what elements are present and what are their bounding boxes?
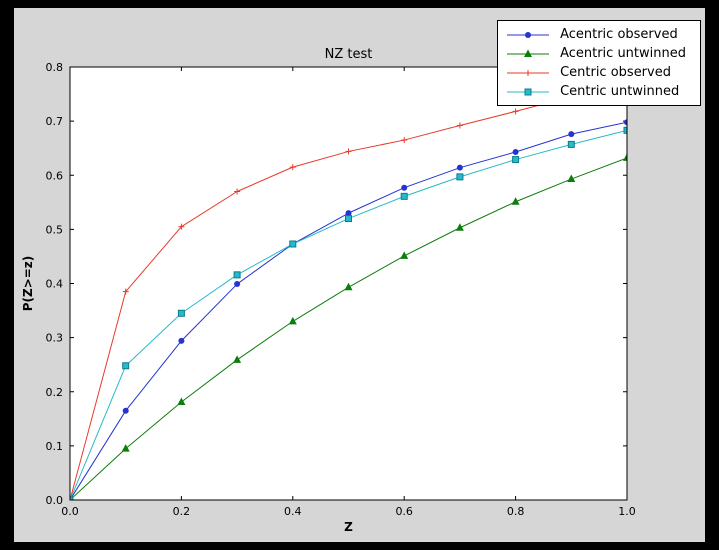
y-tick-label: 0.2 <box>46 386 64 399</box>
x-tick-label: 0.8 <box>507 505 525 518</box>
legend-label: Centric untwinned <box>560 84 680 99</box>
x-tick-label: 1.0 <box>618 505 636 518</box>
legend-line-sample <box>507 88 550 95</box>
x-axis-label: Z <box>344 520 353 534</box>
y-tick-label: 0.3 <box>46 332 64 345</box>
legend-label: Acentric observed <box>560 27 678 42</box>
legend: Acentric observed Acentric untwinned Centr… <box>497 20 701 106</box>
y-tick-label: 0.7 <box>46 115 64 128</box>
legend-item-0: Acentric observed <box>505 25 686 44</box>
series-group <box>70 82 627 500</box>
legend-item-1: Acentric untwinned <box>505 44 686 63</box>
legend-label: Centric observed <box>560 65 671 80</box>
plot-area: 0.0 0.2 0.4 0.6 0.8 1.00.00.10.20.30.40.50.60… <box>21 47 636 534</box>
series-1 <box>70 153 627 500</box>
axes-frame <box>69 66 628 501</box>
x-tick-label: 0.6 <box>395 505 413 518</box>
series-3 <box>70 126 627 500</box>
y-axis-label: P(Z>=z) <box>21 256 35 312</box>
y-tick-label: 0.6 <box>46 169 64 182</box>
x-tick-label: 0.2 <box>173 505 191 518</box>
y-tick-label: 0.4 <box>46 278 64 291</box>
legend-item-2: Centric observed <box>505 63 686 82</box>
x-tick-label: 0.4 <box>284 505 302 518</box>
x-tick-label: 0.0 <box>61 505 79 518</box>
y-tick-label: 0.5 <box>46 223 64 236</box>
y-tick-label: 0.0 <box>46 494 64 507</box>
y-tick-label: 0.1 <box>46 440 64 453</box>
legend-item-3: Centric untwinned <box>505 82 686 101</box>
figure-canvas: 0.0 0.2 0.4 0.6 0.8 1.0 0.0 0.1 0.2 0.3 0.4 0.5 0.6 0… <box>14 8 705 542</box>
y-tick-label: 0.8 <box>46 61 64 74</box>
y-axis-ticks: 0.0 0.1 0.2 0.3 0.4 0.5 0.6 0.7 0.8 <box>46 61 627 507</box>
legend-line-sample <box>507 49 550 57</box>
legend-line-sample <box>507 31 550 38</box>
chart-title: NZ test <box>325 47 373 62</box>
legend-label: Acentric untwinned <box>560 46 686 61</box>
legend-line-sample <box>507 69 550 76</box>
